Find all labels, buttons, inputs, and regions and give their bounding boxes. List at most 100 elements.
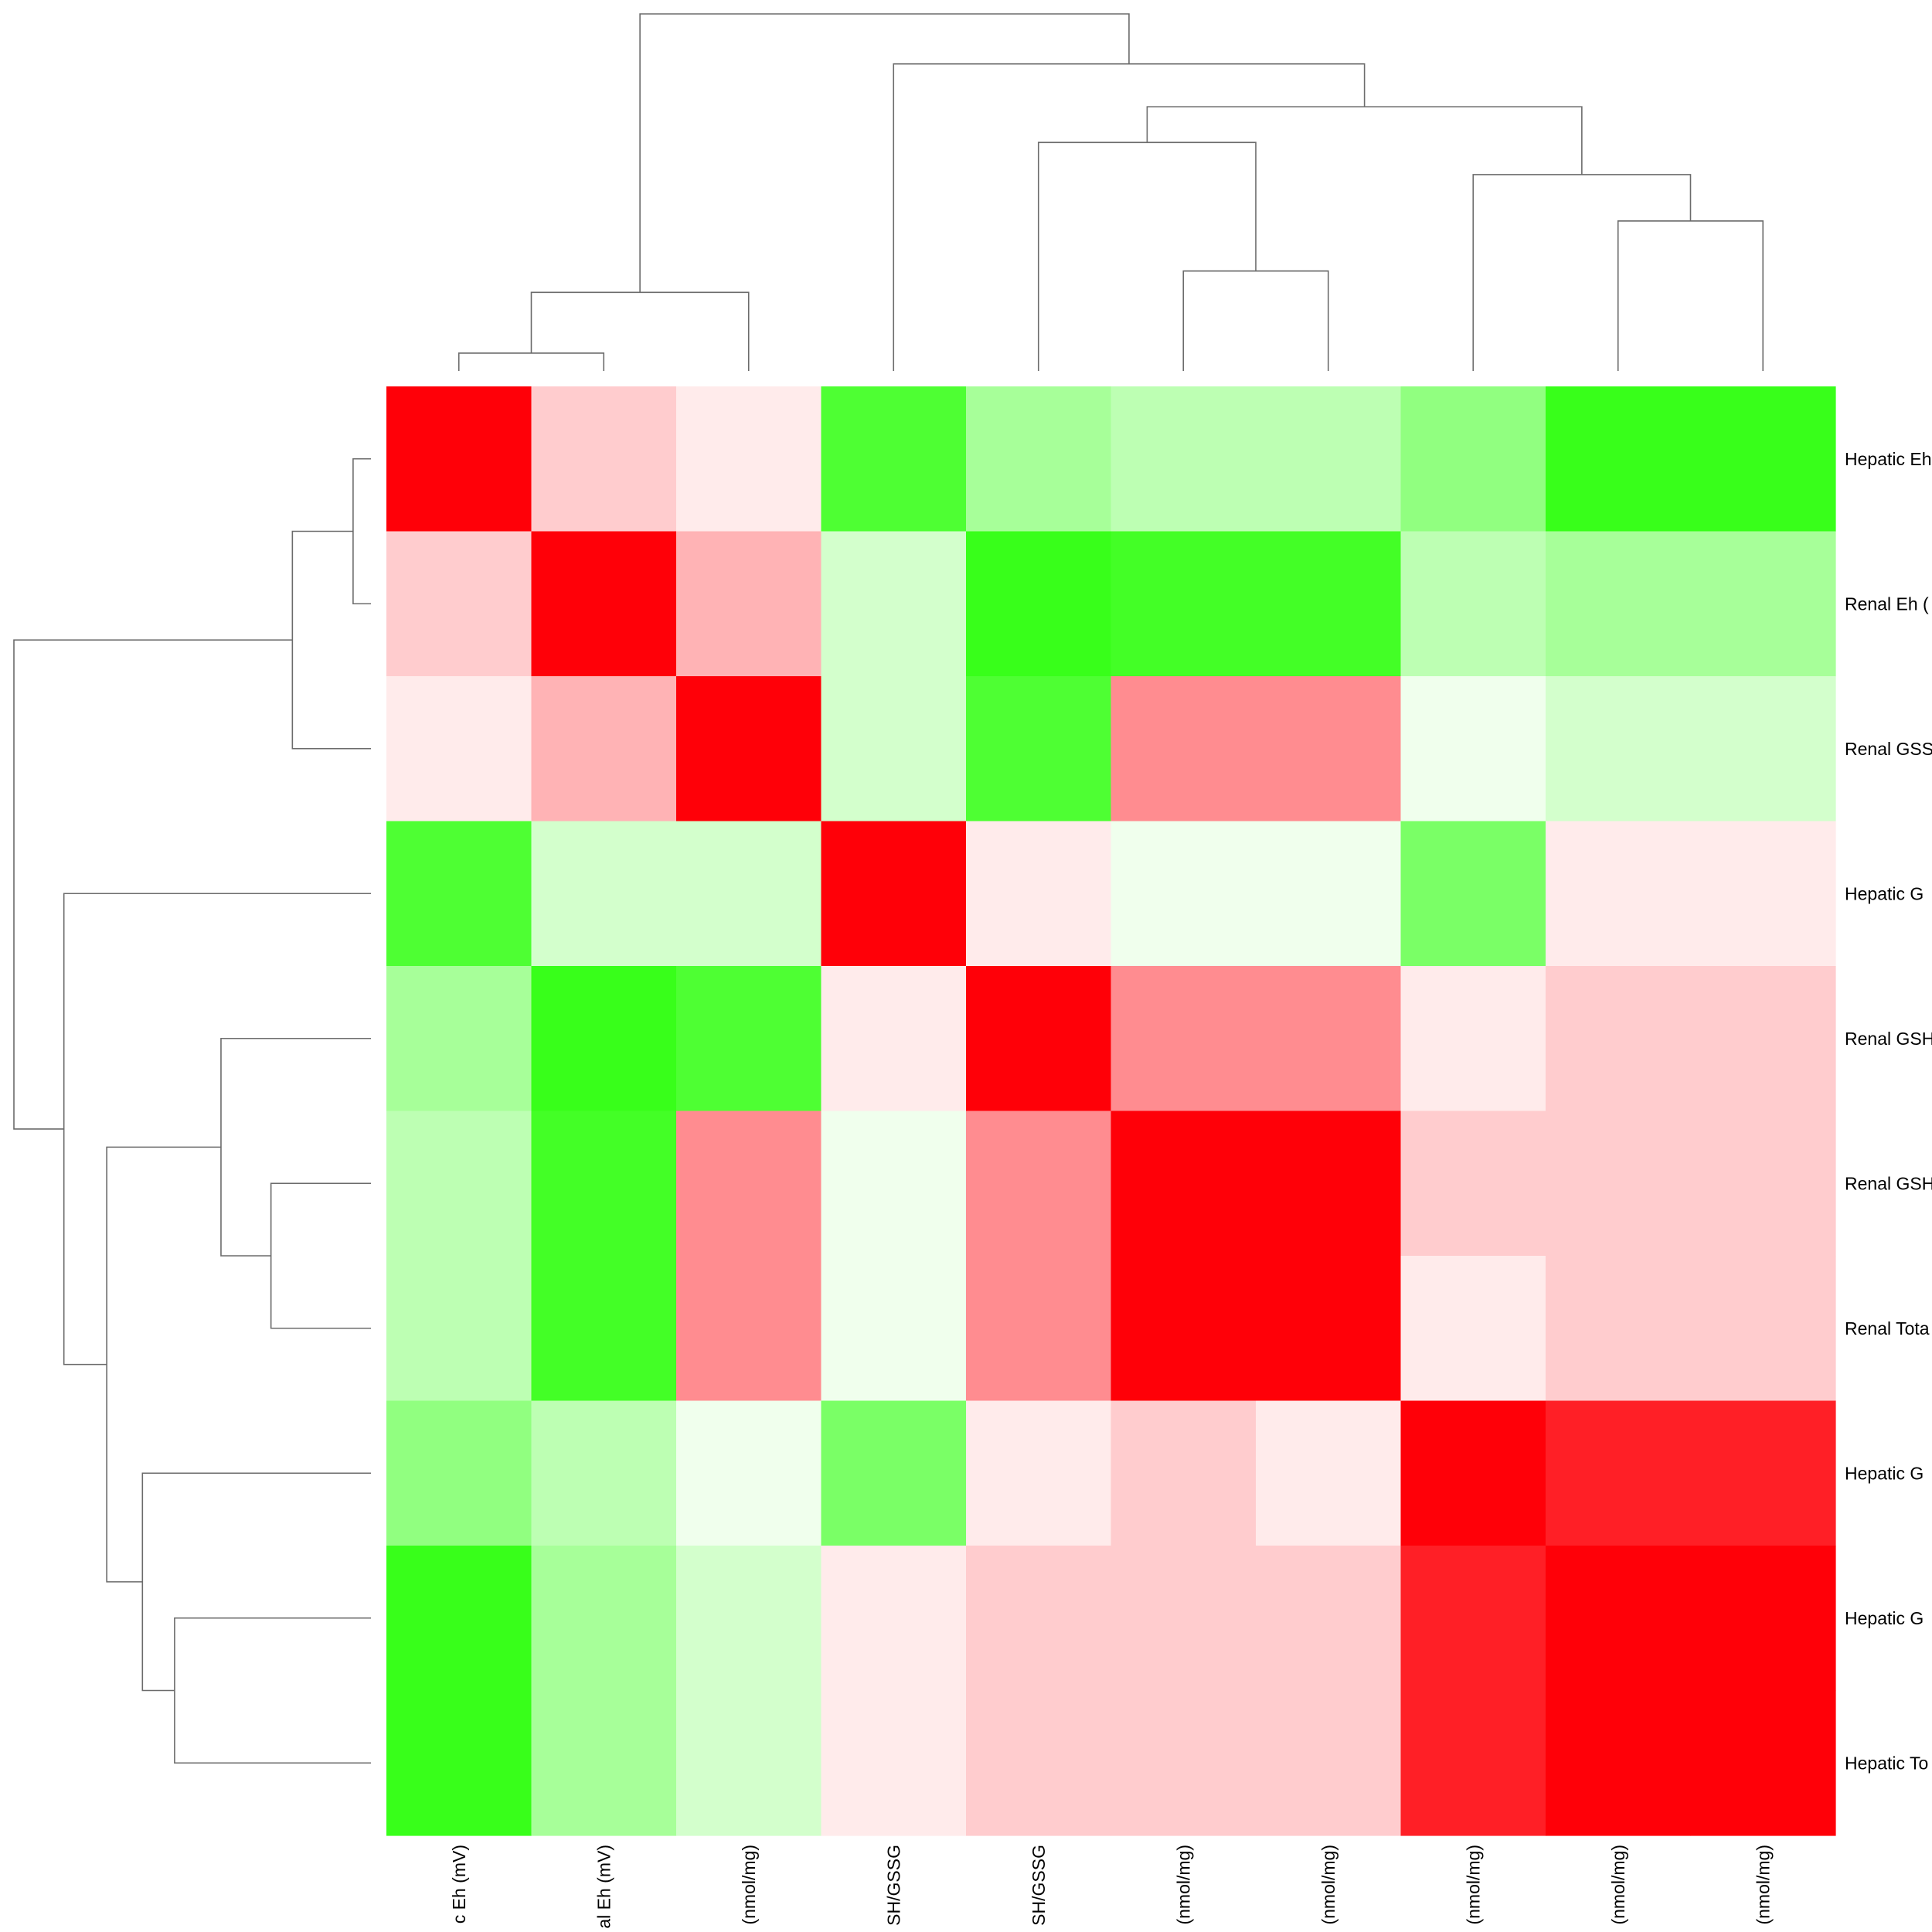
row-label: Renal GSS (1845, 739, 1932, 759)
row-label: Hepatic G (1845, 1608, 1923, 1628)
row-dendrogram-link (141, 1472, 371, 1692)
heatmap-cell-r6-c6 (1256, 1256, 1402, 1402)
heatmap-cell-r0-c7 (1400, 386, 1546, 532)
heatmap-cell-r5-c9 (1690, 1111, 1836, 1257)
heatmap-cell-r4-c4 (966, 966, 1112, 1112)
heatmap-cell-r0-c0 (386, 386, 532, 532)
heatmap-cell-r8-c7 (1400, 1546, 1546, 1692)
heatmap-cell-r7-c7 (1400, 1400, 1546, 1546)
heatmap-cell-r7-c4 (966, 1400, 1112, 1546)
heatmap-cell-r8-c5 (1111, 1546, 1257, 1692)
column-dendrogram-link (893, 63, 1366, 371)
row-dendrogram-link (106, 1146, 221, 1583)
row-label: Renal GSH (1845, 1029, 1932, 1049)
heatmap-cell-r6-c2 (676, 1256, 822, 1402)
heatmap-cell-r6-c7 (1400, 1256, 1546, 1402)
row-dendrogram-link (13, 639, 293, 1130)
heatmap-cell-r7-c3 (821, 1400, 967, 1546)
heatmap-cell-r6-c4 (966, 1256, 1112, 1402)
heatmap-cell-r4-c9 (1690, 966, 1836, 1112)
heatmap-cell-r4-c1 (531, 966, 677, 1112)
column-dendrogram-link (1182, 270, 1329, 371)
heatmap-cell-r5-c4 (966, 1111, 1112, 1257)
heatmap-cell-r0-c6 (1256, 386, 1402, 532)
heatmap-cell-r2-c6 (1256, 676, 1402, 822)
heatmap-cell-r1-c0 (386, 531, 532, 677)
heatmap-cell-r3-c9 (1690, 821, 1836, 967)
heatmap-cell-r2-c3 (821, 676, 967, 822)
heatmap-cell-r3-c8 (1546, 821, 1692, 967)
column-label: al Eh (mV) (594, 1845, 614, 1929)
column-dendrogram-link (530, 291, 750, 371)
heatmap-cell-r4-c8 (1546, 966, 1692, 1112)
heatmap-cell-r6-c8 (1546, 1256, 1692, 1402)
heatmap-cell-r9-c5 (1111, 1690, 1257, 1836)
heatmap-cell-r5-c2 (676, 1111, 822, 1257)
heatmap-cell-r3-c7 (1400, 821, 1546, 967)
heatmap-cell-r6-c0 (386, 1256, 532, 1402)
heatmap-cell-r9-c4 (966, 1690, 1112, 1836)
heatmap-cell-r5-c1 (531, 1111, 677, 1257)
row-label: Renal Tota (1845, 1318, 1930, 1338)
column-dendrogram-link (457, 352, 605, 371)
heatmap-cell-r8-c6 (1256, 1546, 1402, 1692)
heatmap-cell-r8-c1 (531, 1546, 677, 1692)
heatmap-cell-r6-c3 (821, 1256, 967, 1402)
column-dendrogram-link (1037, 141, 1257, 371)
heatmap-cell-r7-c8 (1546, 1400, 1692, 1546)
heatmap-cell-r2-c5 (1111, 676, 1257, 822)
heatmap-cell-r0-c5 (1111, 386, 1257, 532)
row-label: Hepatic Eh (1845, 449, 1932, 469)
heatmap-cell-r2-c8 (1546, 676, 1692, 822)
heatmap-cell-r4-c3 (821, 966, 967, 1112)
heatmap-cell-r3-c0 (386, 821, 532, 967)
heatmap-cell-r3-c3 (821, 821, 967, 967)
heatmap-cell-r0-c1 (531, 386, 677, 532)
heatmap-cell-r1-c7 (1400, 531, 1546, 677)
heatmap-cell-r1-c1 (531, 531, 677, 677)
heatmap-cell-r0-c8 (1546, 386, 1692, 532)
heatmap-cell-r0-c4 (966, 386, 1112, 532)
heatmap-cell-r2-c9 (1690, 676, 1836, 822)
heatmap-cell-r3-c1 (531, 821, 677, 967)
column-dendrogram-link (639, 13, 1130, 293)
row-dendrogram-link (63, 893, 371, 1366)
column-label: (nmol/mg) (1753, 1845, 1773, 1925)
heatmap-cell-r4-c7 (1400, 966, 1546, 1112)
heatmap-cell-r9-c7 (1400, 1690, 1546, 1836)
heatmap-cell-r9-c6 (1256, 1690, 1402, 1836)
heatmap-cell-r8-c0 (386, 1546, 532, 1692)
column-label: c Eh (mV) (449, 1845, 469, 1923)
heatmap-cell-r0-c9 (1690, 386, 1836, 532)
heatmap-cell-r2-c1 (531, 676, 677, 822)
row-label: Hepatic G (1845, 883, 1923, 903)
heatmap-cell-r7-c5 (1111, 1400, 1257, 1546)
heatmap-cell-r3-c6 (1256, 821, 1402, 967)
heatmap-cell-r1-c5 (1111, 531, 1257, 677)
row-label: Renal Eh ( (1845, 594, 1929, 614)
heatmap-cell-r2-c2 (676, 676, 822, 822)
column-label: (nmol/mg) (1463, 1845, 1483, 1925)
heatmap-cell-r5-c7 (1400, 1111, 1546, 1257)
heatmap-cell-r8-c2 (676, 1546, 822, 1692)
heatmap-cell-r9-c3 (821, 1690, 967, 1836)
row-dendrogram-link (291, 530, 371, 750)
row-dendrogram-link (270, 1182, 371, 1329)
heatmap-cell-r0-c2 (676, 386, 822, 532)
heatmap-cell-r2-c4 (966, 676, 1112, 822)
row-labels: Hepatic Eh Renal Eh ( Renal GSS Hepatic G Re… (1845, 449, 1932, 1774)
heatmap-cell-r6-c5 (1111, 1256, 1257, 1402)
heatmap-cell-r0-c3 (821, 386, 967, 532)
heatmap-cell-r1-c8 (1546, 531, 1692, 677)
heatmap-cell-r3-c2 (676, 821, 822, 967)
heatmap-cell-r7-c6 (1256, 1400, 1402, 1546)
column-dendrogram-link (1617, 220, 1764, 371)
heatmap-cell-r9-c9 (1690, 1690, 1836, 1836)
row-dendrogram-link (352, 457, 371, 605)
column-label: (nmol/mg) (1318, 1845, 1338, 1925)
heatmap-cell-r7-c9 (1690, 1400, 1836, 1546)
heatmap-cell-r1-c4 (966, 531, 1112, 677)
heatmap-cell-r5-c8 (1546, 1111, 1692, 1257)
heatmap-cell-r9-c1 (531, 1690, 677, 1836)
